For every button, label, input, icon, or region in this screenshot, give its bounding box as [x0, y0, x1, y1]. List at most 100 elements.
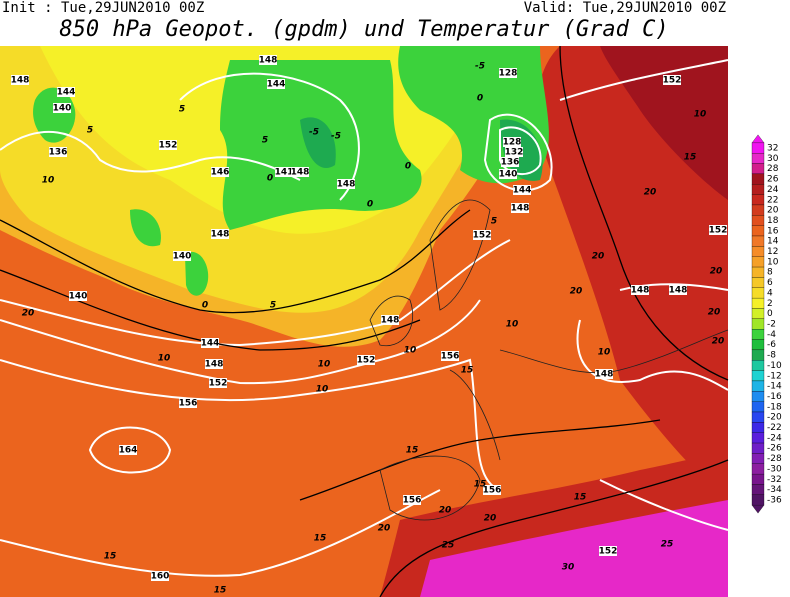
warm-area — [536, 46, 728, 500]
isotherms — [0, 45, 729, 597]
colorbar-cell — [751, 318, 765, 330]
label-box — [209, 378, 227, 388]
temperature-label: 20 — [484, 514, 497, 524]
colorbar-cell — [751, 422, 765, 433]
colorbar-label: 32 — [767, 144, 778, 154]
hot-area — [600, 46, 728, 200]
colorbar-cell — [751, 442, 765, 454]
geopotential-contours — [0, 59, 729, 577]
colorbar-cell — [751, 246, 765, 257]
geopotential-label: 148 — [631, 286, 650, 296]
colorbar-cell — [751, 142, 765, 154]
geopotential-label: 152 — [159, 141, 178, 151]
geopotential-label: 140 — [499, 170, 518, 180]
colorbar-cell — [751, 235, 765, 247]
geopotential-label: 132 — [505, 148, 524, 158]
map-title: 850 hPa Geopot. (gpdm) und Temperatur (G… — [59, 17, 668, 42]
label-box — [119, 445, 137, 455]
colorbar-cell — [751, 432, 765, 444]
temperature-label: 20 — [570, 287, 583, 297]
colorbar-label: 14 — [767, 237, 779, 247]
temperature-label: 20 — [22, 309, 35, 319]
colorbar-label: 4 — [767, 288, 773, 298]
geopotential-label: 128 — [503, 138, 522, 148]
colorbar-label: 10 — [767, 257, 779, 267]
label-box — [441, 351, 459, 361]
geopotential-label: 140 — [53, 104, 72, 114]
geopotential-label: 136 — [49, 148, 68, 158]
temperature-label: -5 — [475, 62, 485, 72]
temperature-label: -5 — [331, 132, 341, 142]
colorbar-label: -20 — [767, 413, 782, 423]
temperature-label: 15 — [406, 446, 419, 456]
colorbar-label: 2 — [767, 299, 773, 309]
colorbar-label: -2 — [767, 320, 776, 330]
colorbar: 32302826242220181614121086420-2-4-6-8-10… — [751, 134, 782, 514]
colorbar-cell — [751, 463, 765, 475]
colorbar-cell — [751, 380, 765, 392]
colorbar-label: -36 — [767, 496, 782, 506]
geopotential-label: 136 — [501, 158, 520, 168]
label-box — [503, 137, 521, 147]
label-box — [159, 140, 177, 150]
label-box — [357, 355, 375, 365]
label-box — [511, 203, 529, 213]
label-box — [211, 167, 229, 177]
geopotential-label: 152 — [663, 76, 682, 86]
temperature-label: 15 — [684, 153, 697, 163]
colorbar-cell — [751, 329, 765, 340]
geopotential-label: 164 — [119, 446, 138, 456]
label-box — [403, 495, 421, 505]
geopotential-label: 144 — [513, 186, 532, 196]
colorbar-cell — [751, 256, 765, 268]
temperature-label: 20 — [710, 267, 723, 277]
colorbar-label: 20 — [767, 206, 779, 216]
label-box — [505, 147, 523, 157]
geopotential-label: 144 — [267, 80, 286, 90]
label-box — [473, 230, 491, 240]
colorbar-label: -14 — [767, 382, 782, 392]
colorbar-label: 8 — [767, 268, 773, 278]
colorbar-label: 24 — [767, 185, 779, 195]
label-box — [499, 169, 517, 179]
geopotential-label: 148 — [205, 360, 224, 370]
temperature-label: 10 — [404, 346, 417, 356]
temperature-label: 5 — [270, 301, 276, 311]
colorbar-label: 0 — [767, 309, 773, 319]
colorbar-label: 12 — [767, 247, 778, 257]
label-box — [53, 103, 71, 113]
label-box — [291, 167, 309, 177]
colorbar-cell — [751, 391, 765, 402]
colorbar-label: -32 — [767, 475, 782, 485]
colorbar-label: 18 — [767, 216, 779, 226]
label-box — [267, 79, 285, 89]
colorbar-cell — [751, 204, 765, 216]
temperature-label: 10 — [316, 385, 329, 395]
temperature-label: 5 — [87, 126, 93, 136]
temperature-label: 0 — [367, 200, 373, 210]
label-box — [11, 75, 29, 85]
colorbar-label: 22 — [767, 195, 778, 205]
geopotential-label: 152 — [709, 226, 728, 236]
colorbar-label: -4 — [767, 330, 776, 340]
colorbar-label: -10 — [767, 361, 782, 371]
temperature-label: 20 — [712, 337, 725, 347]
colorbar-label: -28 — [767, 454, 782, 464]
geopotential-label: 152 — [473, 231, 492, 241]
label-box — [709, 225, 727, 235]
geopotential-label: 128 — [499, 69, 518, 79]
label-box — [69, 291, 87, 301]
temperature-label: -5 — [309, 128, 319, 138]
label-box — [173, 251, 191, 261]
colorbar-cell — [751, 173, 765, 185]
geopotential-label: 148 — [11, 76, 30, 86]
label-box — [501, 157, 519, 167]
geopotential-label: 160 — [151, 572, 170, 582]
temperature-label: 10 — [42, 176, 55, 186]
geopotential-label: 148 — [595, 370, 614, 380]
colorbar-cell — [751, 360, 765, 371]
geopotential-label: 152 — [357, 356, 376, 366]
init-time: Init : Tue,29JUN2010 00Z — [2, 0, 204, 16]
